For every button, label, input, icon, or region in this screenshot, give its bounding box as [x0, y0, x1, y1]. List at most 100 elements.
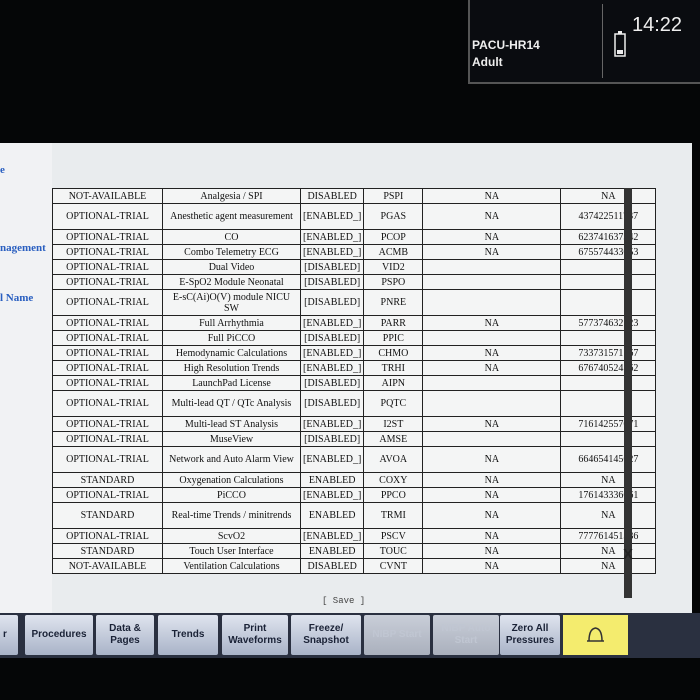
state: [DISABLED] — [299, 274, 365, 290]
license-key: 675574433653 — [560, 244, 657, 260]
scrollbar[interactable] — [624, 188, 632, 598]
status: OPTIONAL-TRIAL — [52, 229, 163, 245]
feature: Real-time Trends / minitrends — [162, 502, 301, 529]
state: [DISABLED] — [299, 390, 365, 417]
na-column: NA — [422, 416, 562, 432]
battery-icon — [614, 31, 626, 57]
state: [ENABLED_] — [299, 345, 365, 361]
status: NOT-AVAILABLE — [52, 188, 163, 204]
table-row: OPTIONAL-TRIAL Full Arrhythmia [ENABLED_] P… — [52, 315, 657, 331]
na-column: NA — [422, 229, 562, 245]
code: I2ST — [363, 416, 424, 432]
status: OPTIONAL-TRIAL — [52, 528, 163, 544]
license-key: 777761451336 — [560, 528, 657, 544]
feature: Multi-lead ST Analysis — [162, 416, 301, 432]
status: OPTIONAL-TRIAL — [52, 345, 163, 361]
code: PPCO — [363, 487, 424, 503]
status: OPTIONAL-TRIAL — [52, 390, 163, 417]
code: AMSE — [363, 431, 424, 447]
empty-cell — [560, 330, 657, 346]
table-row: OPTIONAL-TRIAL Full PiCCO [DISABLED] PPIC — [52, 330, 657, 346]
toolbar-button[interactable]: NIBP Auto Start — [433, 615, 499, 655]
table-row: OPTIONAL-TRIAL High Resolution Trends [ENA… — [52, 360, 657, 376]
state: [ENABLED_] — [299, 229, 365, 245]
license-key: 733731571767 — [560, 345, 657, 361]
status: OPTIONAL-TRIAL — [52, 203, 163, 230]
empty-cell — [422, 431, 562, 447]
unit-name: PACU-HR14 — [472, 38, 540, 52]
state: [ENABLED_] — [299, 487, 365, 503]
state: [ENABLED_] — [299, 244, 365, 260]
side-label: l Name — [0, 292, 34, 304]
state: [ENABLED_] — [299, 446, 365, 473]
table-row: STANDARD Real-time Trends / minitrends ENA… — [52, 502, 657, 529]
table-row: OPTIONAL-TRIAL Dual Video [DISABLED] VID2 — [52, 259, 657, 275]
alarm-button[interactable] — [563, 615, 628, 655]
status: OPTIONAL-TRIAL — [52, 315, 163, 331]
status: STANDARD — [52, 502, 163, 529]
close-button[interactable]: X — [623, 546, 634, 563]
na-column: NA — [422, 543, 562, 559]
table-row: OPTIONAL-TRIAL LaunchPad License [DISABLED… — [52, 375, 657, 391]
license-key: 676740524562 — [560, 360, 657, 376]
license-key: NA — [560, 188, 657, 204]
status: NOT-AVAILABLE — [52, 558, 163, 574]
table-row: OPTIONAL-TRIAL CO [ENABLED_] PCOP NA 62374163… — [52, 229, 657, 245]
status: OPTIONAL-TRIAL — [52, 259, 163, 275]
feature: Analgesia / SPI — [162, 188, 301, 204]
state: [ENABLED_] — [299, 416, 365, 432]
feature: Multi-lead QT / QTc Analysis — [162, 390, 301, 417]
license-key: 577374632523 — [560, 315, 657, 331]
license-table: NOT-AVAILABLE Analgesia / SPI DISABLED PSPI… — [52, 188, 657, 574]
toolbar-button[interactable]: Data & Pages — [96, 615, 154, 655]
toolbar-button[interactable]: r — [0, 615, 18, 655]
feature: Ventilation Calculations — [162, 558, 301, 574]
table-row: OPTIONAL-TRIAL Anesthetic agent measureme… — [52, 203, 657, 230]
toolbar-button[interactable]: NIBP Start — [364, 615, 430, 655]
status: OPTIONAL-TRIAL — [52, 360, 163, 376]
feature: E-SpO2 Module Neonatal — [162, 274, 301, 290]
table-row: OPTIONAL-TRIAL E-SpO2 Module Neonatal [DIS… — [52, 274, 657, 290]
toolbar-button[interactable]: Print Waveforms — [222, 615, 288, 655]
code: TRMI — [363, 502, 424, 529]
code: PARR — [363, 315, 424, 331]
empty-cell — [560, 289, 657, 316]
code: TRHI — [363, 360, 424, 376]
code: CHMO — [363, 345, 424, 361]
code: PNRE — [363, 289, 424, 316]
code: AIPN — [363, 375, 424, 391]
table-row: OPTIONAL-TRIAL E-sC(Ai)O(V) module NICU S… — [52, 289, 657, 316]
toolbar-button[interactable]: Procedures — [25, 615, 93, 655]
empty-cell — [560, 375, 657, 391]
na-column: NA — [422, 502, 562, 529]
empty-cell — [422, 390, 562, 417]
status: OPTIONAL-TRIAL — [52, 289, 163, 316]
empty-cell — [422, 330, 562, 346]
status: OPTIONAL-TRIAL — [52, 416, 163, 432]
table-row: NOT-AVAILABLE Ventilation Calculations DIS… — [52, 558, 657, 574]
feature: Network and Auto Alarm View — [162, 446, 301, 473]
feature: MuseView — [162, 431, 301, 447]
na-column: NA — [422, 360, 562, 376]
na-column: NA — [422, 446, 562, 473]
side-panel — [0, 143, 52, 613]
toolbar-button[interactable]: Freeze/ Snapshot — [291, 615, 361, 655]
code: PSCV — [363, 528, 424, 544]
table-row: NOT-AVAILABLE Analgesia / SPI DISABLED PSPI… — [52, 188, 657, 204]
code: PGAS — [363, 203, 424, 230]
feature: Combo Telemetry ECG — [162, 244, 301, 260]
table-row: OPTIONAL-TRIAL Multi-lead QT / QTc Analys… — [52, 390, 657, 417]
feature: LaunchPad License — [162, 375, 301, 391]
na-column: NA — [422, 315, 562, 331]
state: [DISABLED] — [299, 375, 365, 391]
feature: Anesthetic agent measurement — [162, 203, 301, 230]
table-row: OPTIONAL-TRIAL ScvO2 [ENABLED_] PSCV NA 77776… — [52, 528, 657, 544]
feature: Full PiCCO — [162, 330, 301, 346]
save-button[interactable]: [ Save ] — [322, 596, 366, 606]
toolbar-button[interactable]: Zero All Pressures — [500, 615, 560, 655]
feature: Full Arrhythmia — [162, 315, 301, 331]
table-row: OPTIONAL-TRIAL MuseView [DISABLED] AMSE — [52, 431, 657, 447]
toolbar-button[interactable]: Trends — [158, 615, 218, 655]
license-key: 716142557671 — [560, 416, 657, 432]
state: DISABLED — [299, 188, 365, 204]
